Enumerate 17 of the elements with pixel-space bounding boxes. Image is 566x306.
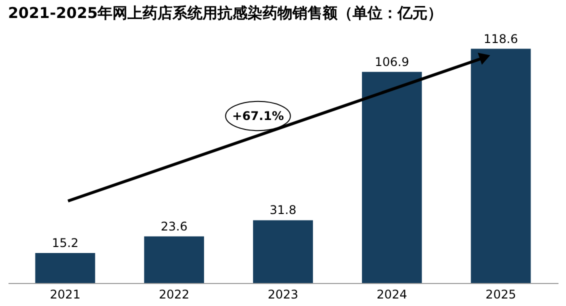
x-tick-label: 2021 <box>50 288 80 302</box>
data-label: 23.6 <box>160 219 188 234</box>
x-tick-label: 2025 <box>486 288 516 302</box>
bar <box>35 252 96 283</box>
bar <box>470 48 531 283</box>
annotation: +67.1% <box>232 109 284 123</box>
data-label: 106.9 <box>374 54 410 69</box>
data-label: 15.2 <box>52 236 79 250</box>
data-label: 31.8 <box>270 203 296 218</box>
bar <box>144 236 204 283</box>
bar <box>362 72 422 283</box>
x-tick-label: 2022 <box>158 288 190 302</box>
chart-title: 2021-2025年网上药店系统用抗感染药物销售额（单位：亿元） <box>8 4 443 22</box>
x-tick-label: 2024 <box>376 288 408 302</box>
data-label: 118.6 <box>484 32 518 46</box>
x-tick-label: 2023 <box>268 288 298 302</box>
bar <box>253 220 313 283</box>
